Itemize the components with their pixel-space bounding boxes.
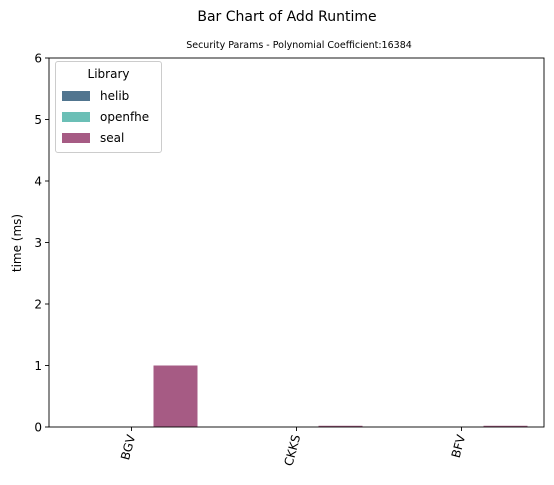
legend-label-seal: seal bbox=[100, 131, 125, 145]
legend-item-helib: helib bbox=[62, 88, 129, 104]
legend-item-openfhe: openfhe bbox=[62, 109, 149, 125]
legend-label-openfhe: openfhe bbox=[100, 110, 150, 124]
x-tick-label-ckks: CKKS bbox=[282, 433, 304, 467]
legend-item-seal: seal bbox=[62, 130, 124, 146]
bar-seal-bgv bbox=[153, 365, 198, 427]
legend-swatch-helib bbox=[62, 91, 90, 101]
chart-title: Bar Chart of Add Runtime bbox=[197, 9, 377, 25]
x-tick-label-bfv: BFV bbox=[449, 432, 469, 459]
chart-subtitle: Security Params - Polynomial Coefficient… bbox=[186, 40, 412, 51]
x-tick-label-bgv: BGV bbox=[118, 432, 138, 461]
y-tick-label-3: 3 bbox=[34, 236, 42, 250]
legend: Library helib openfhe seal bbox=[55, 61, 162, 153]
y-tick-label-6: 6 bbox=[34, 52, 42, 66]
legend-swatch-seal bbox=[62, 133, 90, 143]
y-tick-label-0: 0 bbox=[34, 421, 42, 435]
legend-swatch-openfhe bbox=[62, 112, 90, 122]
legend-title: Library bbox=[87, 67, 130, 81]
y-tick-label-4: 4 bbox=[34, 175, 42, 189]
bar-seal-bfv bbox=[483, 425, 528, 427]
y-tick-label-2: 2 bbox=[34, 298, 42, 312]
y-tick-label-1: 1 bbox=[34, 359, 42, 373]
legend-label-helib: helib bbox=[100, 89, 130, 103]
y-tick-label-5: 5 bbox=[34, 113, 42, 127]
bar-seal-ckks bbox=[318, 425, 363, 427]
